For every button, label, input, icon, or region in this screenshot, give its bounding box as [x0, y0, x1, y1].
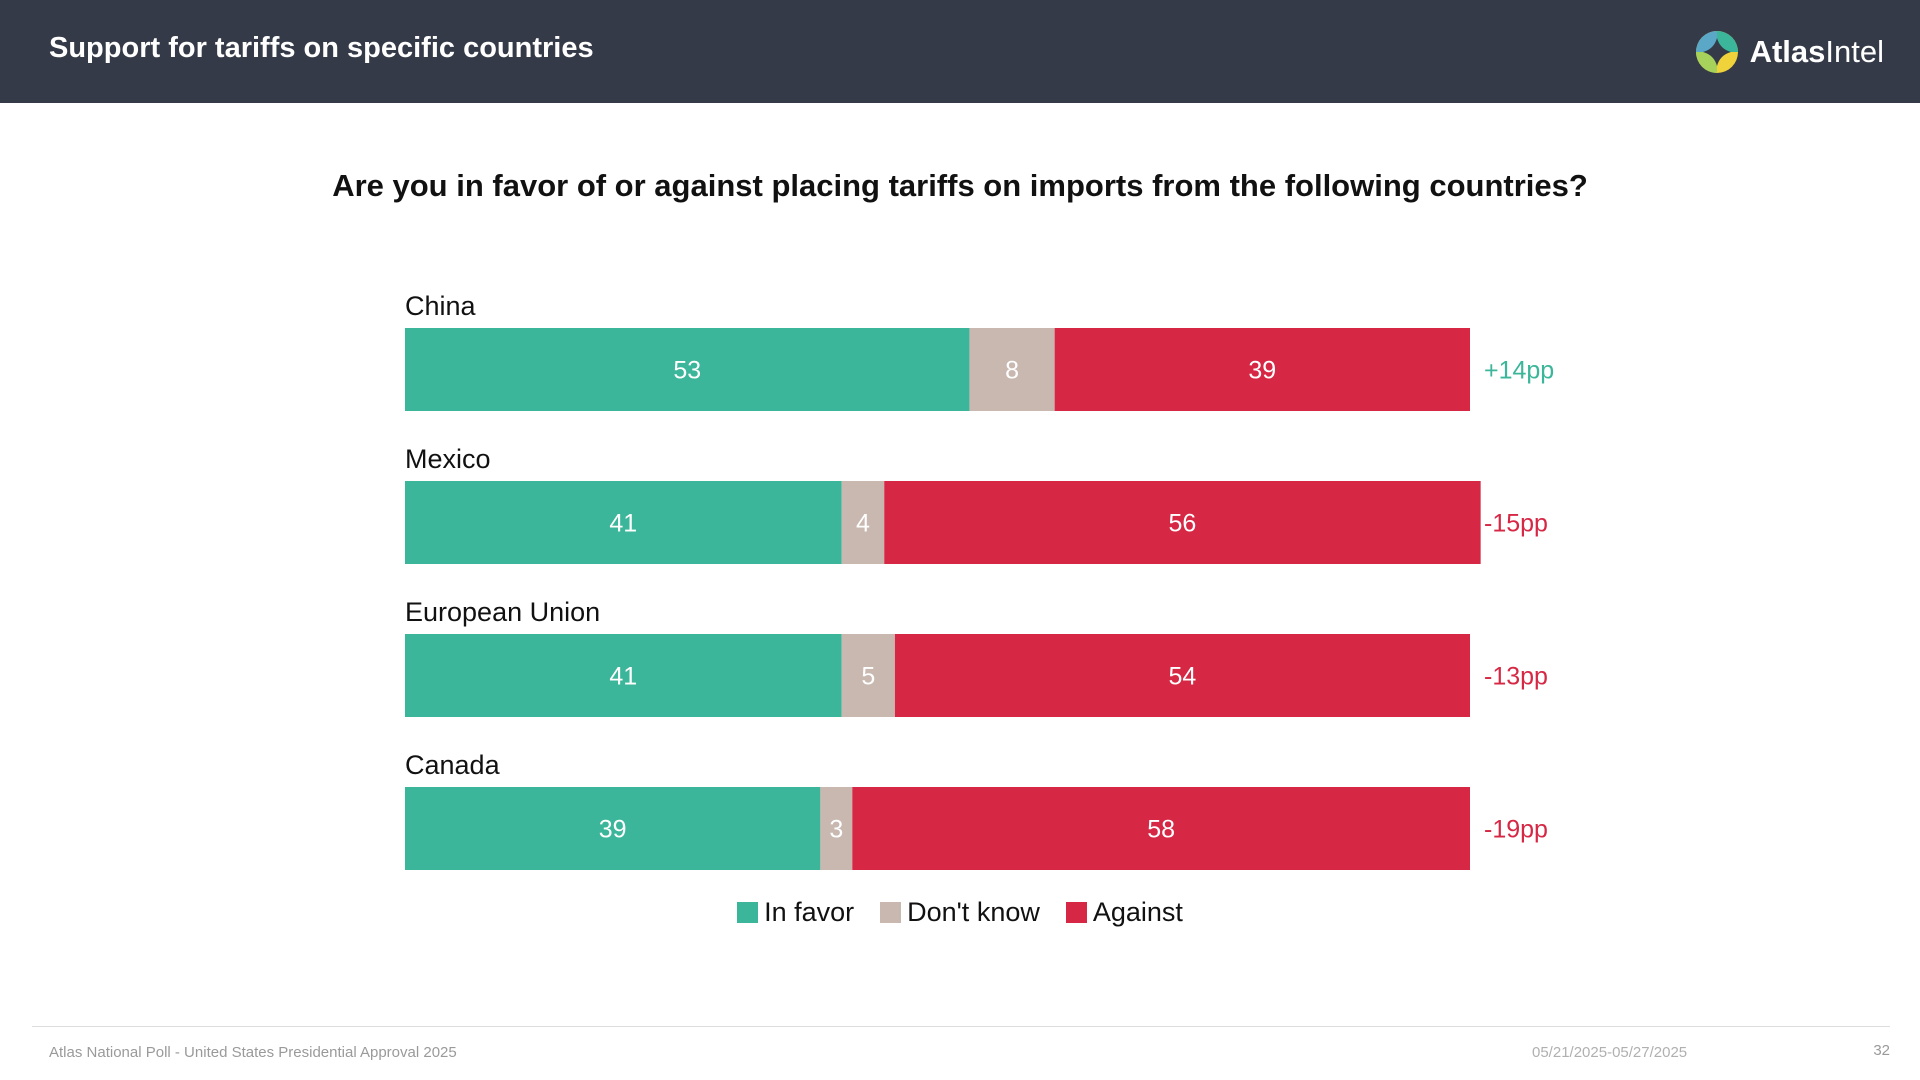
footer-date-range: 05/21/2025-05/27/2025 [1532, 1044, 1688, 1061]
bar-european-union-against [894, 634, 1470, 717]
data-label-china-against: 39 [1248, 357, 1276, 385]
bar-european-union-don-t-know [841, 634, 895, 717]
logo-text-light: Intel [1825, 34, 1884, 69]
bar-mexico-in-favor [405, 481, 842, 564]
chart-title: Are you in favor of or against placing t… [332, 168, 1588, 203]
bar-china-don-t-know [969, 328, 1055, 411]
legend-swatch-in-favor [737, 902, 759, 923]
bar-canada-in-favor [405, 787, 821, 870]
net-label-china: +14pp [1484, 357, 1554, 385]
legend-label-against: Against [1092, 897, 1183, 927]
legend-item-dont-know: Don't know [880, 897, 1040, 928]
legend-swatch-dont-know [880, 902, 902, 923]
chart-legend: In favor Don't know Against [0, 897, 1920, 928]
legend-item-in-favor: In favor [737, 897, 854, 928]
page-number: 32 [1873, 1042, 1890, 1059]
category-label-canada: Canada [405, 750, 501, 780]
net-label-mexico: -15pp [1484, 510, 1548, 538]
category-label-european-union: European Union [405, 597, 600, 627]
page-title: Support for tariffs on specific countrie… [49, 32, 594, 64]
bar-china-against [1054, 328, 1470, 411]
legend-label-dont-know: Don't know [907, 897, 1040, 927]
data-label-european-union-in-favor: 41 [609, 663, 637, 691]
data-label-european-union-against: 54 [1169, 663, 1197, 691]
data-label-canada-don-t-know: 3 [829, 816, 843, 844]
data-label-china-in-favor: 53 [673, 357, 701, 385]
data-label-canada-in-favor: 39 [599, 816, 627, 844]
header-bar: Support for tariffs on specific countrie… [0, 0, 1920, 103]
footer-divider [32, 1026, 1890, 1027]
category-label-china: China [405, 291, 477, 321]
bar-china-in-favor [405, 328, 970, 411]
data-label-mexico-in-favor: 41 [609, 510, 637, 538]
legend-label-in-favor: In favor [764, 897, 855, 927]
legend-item-against: Against [1065, 897, 1183, 928]
bar-canada-against [852, 787, 1470, 870]
category-label-mexico: Mexico [405, 444, 491, 474]
data-label-mexico-against: 56 [1169, 510, 1197, 538]
logo-text-bold: Atlas [1749, 34, 1826, 69]
logo-text: AtlasIntel [1750, 34, 1884, 70]
bar-european-union-in-favor [405, 634, 842, 717]
bar-mexico-against [884, 481, 1481, 564]
bar-mexico-don-t-know [841, 481, 885, 564]
data-label-european-union-don-t-know: 5 [861, 663, 875, 691]
atlas-logo-icon [1695, 31, 1738, 73]
net-label-european-union: -13pp [1484, 663, 1548, 691]
legend-swatch-against [1065, 902, 1087, 923]
net-label-canada: -19pp [1484, 816, 1548, 844]
bar-canada-don-t-know [820, 787, 853, 870]
data-label-canada-against: 58 [1147, 816, 1175, 844]
data-label-china-don-t-know: 8 [1005, 357, 1019, 385]
data-label-mexico-don-t-know: 4 [856, 510, 870, 538]
footer-source: Atlas National Poll - United States Pres… [49, 1044, 457, 1061]
atlasintel-logo: AtlasIntel [1694, 28, 1884, 76]
